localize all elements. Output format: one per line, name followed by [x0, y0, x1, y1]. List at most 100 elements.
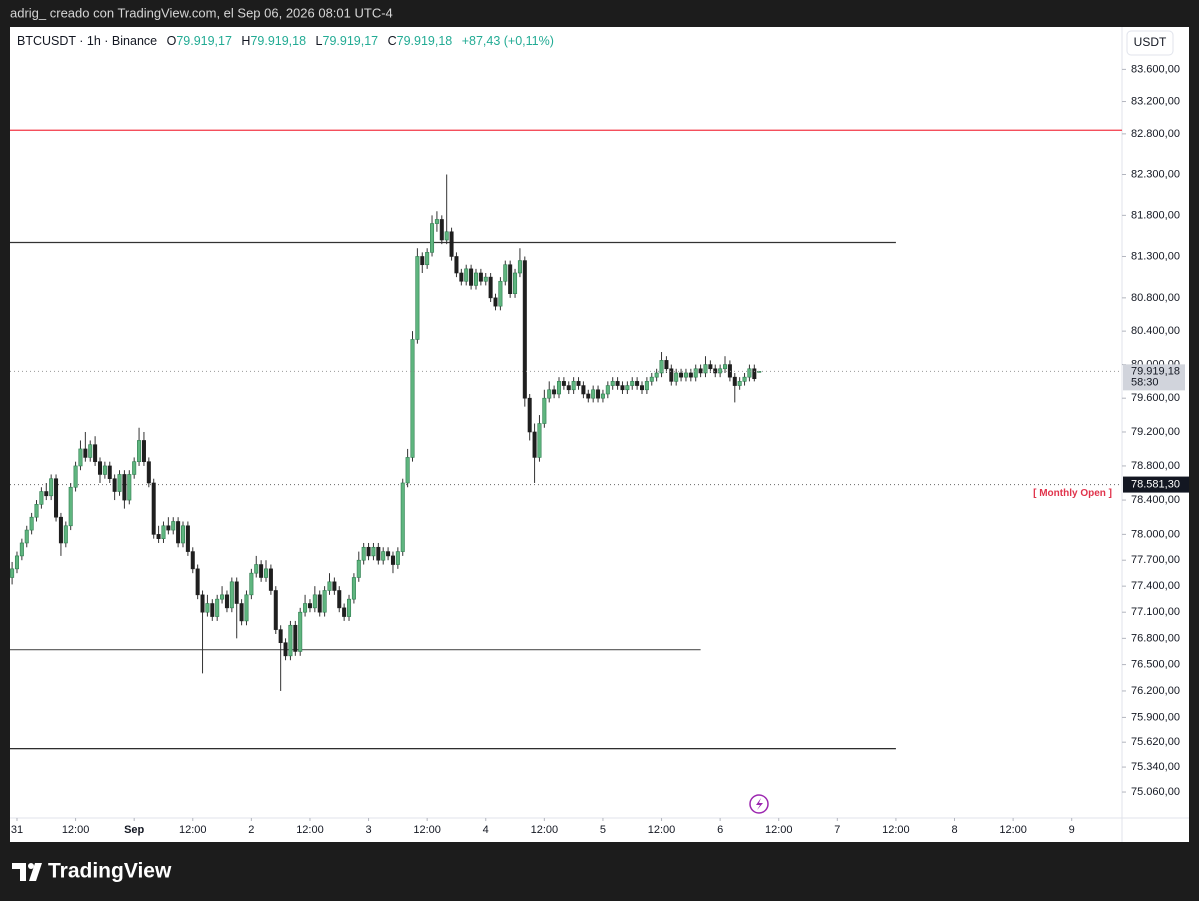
- candle-body: [532, 431, 537, 458]
- candle-body: [644, 381, 649, 391]
- candle-body: [259, 564, 264, 578]
- candle-body: [381, 551, 386, 561]
- header: adrig_ creado con TradingView.com, el Se…: [10, 5, 393, 20]
- candle-body: [146, 461, 151, 484]
- candle-body: [635, 381, 640, 386]
- candle-body: [278, 629, 283, 644]
- candle-body: [547, 389, 552, 399]
- x-tick-label: 12:00: [648, 824, 676, 836]
- candle-body: [752, 368, 757, 379]
- candle-body: [561, 381, 566, 386]
- candle-body: [449, 231, 454, 257]
- candle-body: [508, 264, 513, 294]
- candle-body: [234, 581, 239, 604]
- candle-body: [742, 376, 747, 382]
- candle-body: [552, 389, 557, 395]
- currency[interactable]: USDT: [1134, 35, 1167, 49]
- candle-body: [386, 551, 391, 557]
- candle-body: [566, 385, 571, 391]
- candle-body: [239, 603, 244, 622]
- legend: BTCUSDT · 1h · Binance O79.919,17 H79.91…: [17, 34, 554, 48]
- currency-button[interactable]: [1126, 30, 1174, 56]
- candle-body: [596, 389, 601, 399]
- candle-body: [605, 385, 610, 395]
- candle-body: [498, 280, 503, 307]
- candle-body: [464, 268, 469, 282]
- candle-body: [469, 268, 474, 286]
- candle-body: [483, 276, 488, 282]
- candle-body: [180, 525, 186, 544]
- x-tick-label: 12:00: [296, 824, 324, 836]
- candle-body: [522, 260, 527, 399]
- candle-body: [610, 381, 615, 386]
- candle-body: [137, 440, 142, 462]
- candle-body: [273, 590, 278, 630]
- candle-body: [615, 381, 620, 386]
- x-tick-label: 4: [483, 824, 489, 836]
- candle-body: [244, 594, 249, 622]
- y-tick-label: 77.700,00: [1131, 554, 1180, 566]
- candle-body: [307, 603, 312, 609]
- candle-body: [264, 568, 269, 578]
- candle-body: [425, 252, 430, 266]
- candle-body: [473, 272, 478, 286]
- candle-body: [376, 546, 381, 561]
- y-tick-label: 76.500,00: [1131, 659, 1180, 671]
- y-tick-label: 78.800,00: [1131, 460, 1180, 472]
- candle-body: [405, 457, 410, 484]
- candle-body: [586, 393, 591, 399]
- candle-body: [513, 272, 518, 294]
- footer-brand: TradingView: [48, 860, 172, 883]
- candle-body: [390, 555, 395, 565]
- candle-body: [639, 385, 645, 391]
- event-icon[interactable]: [749, 794, 769, 814]
- candle-body: [54, 478, 59, 518]
- x-tick-label: 2: [248, 824, 254, 836]
- candle-body: [430, 223, 435, 253]
- x-tick-label: 6: [717, 824, 723, 836]
- ohlc-label: C: [388, 34, 397, 48]
- candle-body: [161, 525, 166, 539]
- last-price-label: 79.919,18: [1131, 365, 1180, 377]
- candle-body: [420, 256, 425, 266]
- candle-body: [347, 598, 352, 617]
- candle-body: [49, 478, 54, 497]
- candle-body: [708, 364, 713, 370]
- x-tick-label: 12:00: [765, 824, 793, 836]
- candle-body: [664, 360, 669, 370]
- candle-body: [283, 642, 288, 657]
- logo: [12, 863, 42, 881]
- y-tick-label: 81.300,00: [1131, 250, 1180, 262]
- candle-body: [190, 551, 195, 570]
- candle-body: [542, 397, 547, 424]
- candle-body: [630, 381, 635, 386]
- ohlc-value: 79.919,17: [176, 34, 232, 48]
- candle-body: [249, 572, 254, 596]
- candle-body: [39, 491, 44, 505]
- x-tick-label: 12:00: [531, 824, 559, 836]
- candle-body: [444, 231, 449, 241]
- candle-body: [68, 486, 73, 527]
- candle-body: [303, 603, 308, 613]
- candle-body: [10, 568, 15, 578]
- y-tick-label: 77.400,00: [1131, 580, 1180, 592]
- y-tick-label: 81.800,00: [1131, 209, 1180, 221]
- candle-body: [34, 504, 39, 518]
- candle-body: [493, 297, 498, 307]
- x-tick-label: 12:00: [62, 824, 90, 836]
- y-tick-label: 79.200,00: [1131, 426, 1180, 438]
- candle-body: [625, 385, 630, 391]
- candle-body: [229, 581, 234, 609]
- y-tick-label: 83.200,00: [1131, 95, 1180, 107]
- candle-body: [395, 551, 400, 565]
- candle-body: [591, 389, 596, 399]
- y-tick-label: 80.800,00: [1131, 292, 1180, 304]
- candle-body: [556, 381, 562, 395]
- plot: 83.600,00 83.200,00 82.800,00 82.300,00 81.8…: [10, 63, 1189, 836]
- x-tick-label: 3: [365, 824, 371, 836]
- candle-body: [288, 624, 293, 657]
- event-icon-bolt: [756, 798, 763, 810]
- candle-body: [127, 474, 132, 501]
